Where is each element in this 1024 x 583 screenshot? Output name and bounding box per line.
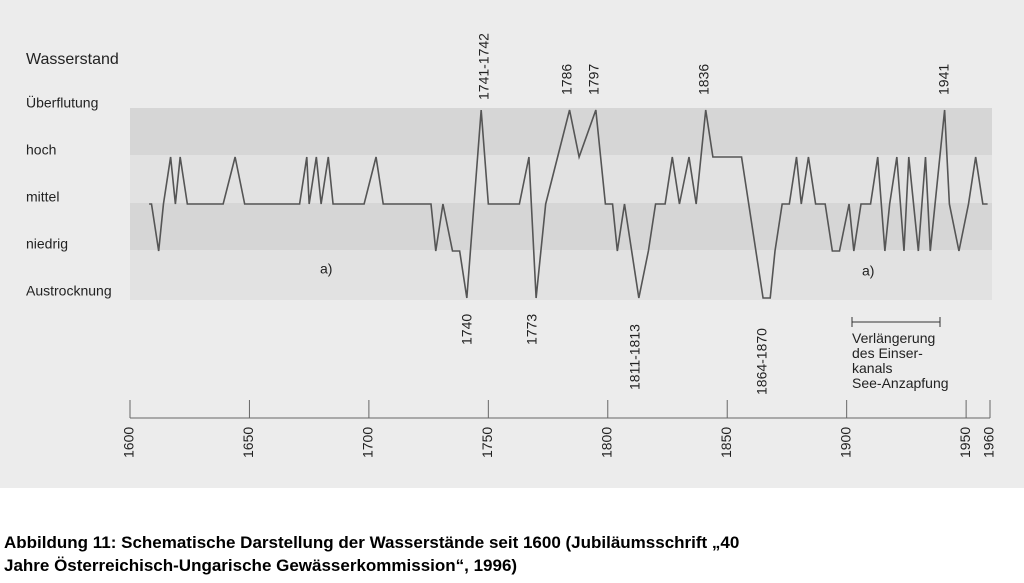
annotation: a) <box>862 263 874 279</box>
annotation: 1773 <box>524 314 540 345</box>
annotation: a) <box>320 261 332 277</box>
x-tick-label: 1700 <box>360 427 376 458</box>
x-tick-label: 1750 <box>479 427 495 458</box>
band <box>130 155 992 203</box>
annotation: 1741-1742 <box>476 33 492 100</box>
x-tick-label: 1900 <box>837 427 853 458</box>
annotation: 1864-1870 <box>754 328 770 395</box>
band <box>130 203 992 250</box>
y-tick-label: hoch <box>26 142 56 158</box>
y-tick-label: mittel <box>26 189 59 205</box>
annotation: 1836 <box>696 64 712 95</box>
note-line: Verlängerung <box>852 330 935 346</box>
chart: Wasserstand Überflutung hoch mittel niedrig… <box>0 0 1024 488</box>
x-tick-label: 1850 <box>718 427 734 458</box>
y-tick-label: Austrocknung <box>26 283 112 299</box>
x-tick-label: 1600 <box>121 427 137 458</box>
band <box>130 250 992 300</box>
annotation: 1740 <box>459 314 475 345</box>
caption-line: Jahre Österreichisch-Ungarische Gewässer… <box>4 556 518 575</box>
x-tick-label: 1800 <box>598 427 614 458</box>
annotation: 1786 <box>559 64 575 95</box>
annotation: 1797 <box>586 64 602 95</box>
data-line <box>149 109 988 299</box>
note-line: des Einser- <box>852 345 923 361</box>
y-axis-title: Wasserstand <box>26 51 119 68</box>
y-tick-label: niedrig <box>26 236 68 252</box>
annotation: 1941 <box>936 64 952 95</box>
x-tick-label: 1950 <box>957 427 973 458</box>
x-tick-label: 1650 <box>240 427 256 458</box>
annotation: 1811-1813 <box>627 324 643 390</box>
note-line: See-Anzapfung <box>852 375 949 391</box>
y-tick-label: Überflutung <box>26 94 98 111</box>
band <box>130 108 992 155</box>
x-tick-label: 1960 <box>981 427 997 458</box>
caption-line: Abbildung 11: Schematische Darstellung d… <box>4 533 740 552</box>
note-line: kanals <box>852 360 892 376</box>
